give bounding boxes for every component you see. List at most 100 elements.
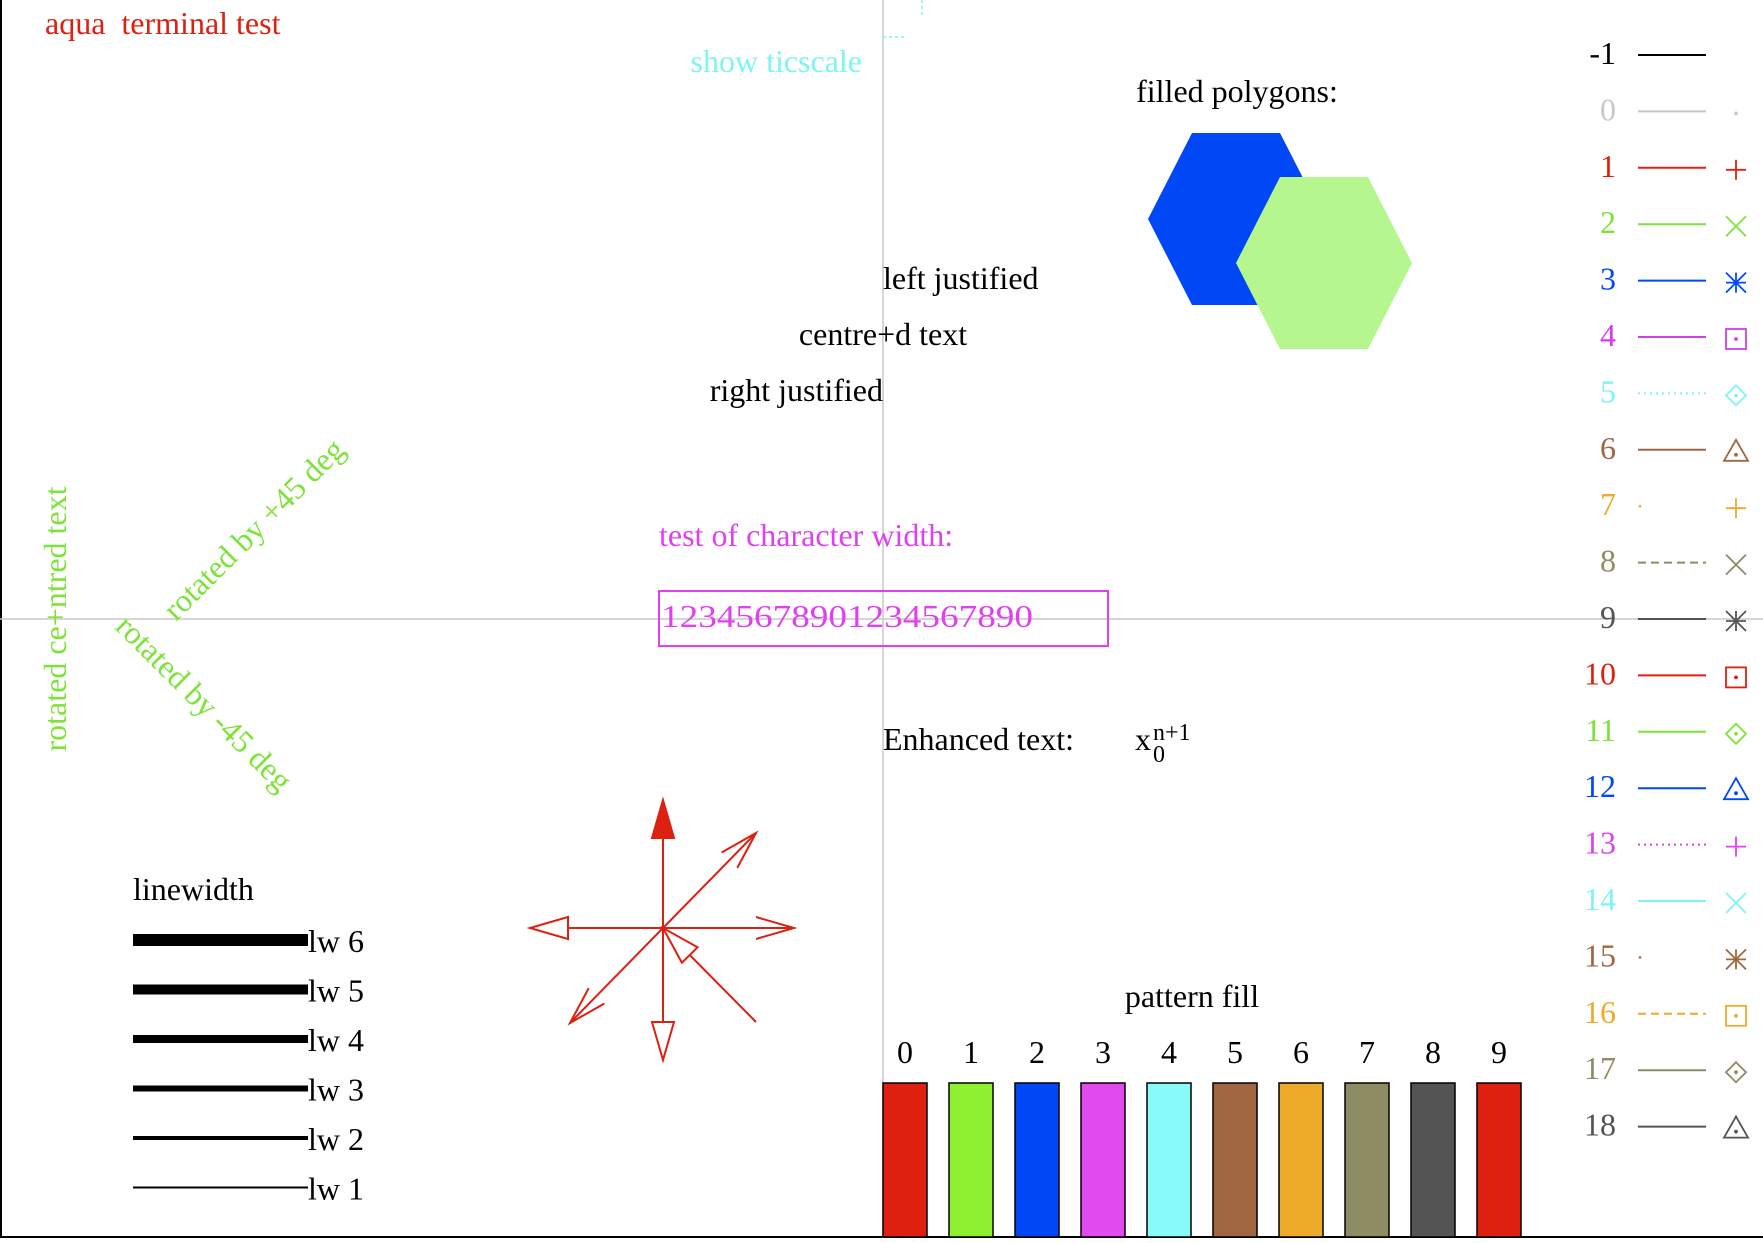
linetype-symbol-star	[1725, 948, 1747, 971]
rotated-plus45-text: rotated by +45 deg	[155, 431, 351, 627]
linewidth-samples: lw 6 lw 5 lw 4 lw 3 lw 2 lw 1	[133, 923, 364, 1207]
linetype-number: 12	[1584, 768, 1616, 804]
linewidth-item-label: lw 5	[308, 973, 364, 1009]
right-justified-text: right justified	[710, 372, 883, 408]
pattern-fill-number: 9	[1491, 1034, 1507, 1070]
linetype-symbol-diamond	[1724, 384, 1748, 407]
linetype-number: 11	[1585, 712, 1616, 748]
linetype-symbol-plus	[1726, 836, 1746, 857]
pattern-fill-label: pattern fill	[1125, 978, 1259, 1014]
pattern-fill-swatch	[1080, 1082, 1126, 1238]
pattern-fill-swatch	[1410, 1082, 1456, 1238]
linetype-symbol-box	[1725, 1004, 1747, 1027]
linetype-symbol-plus	[1726, 159, 1746, 180]
ticscale-marks	[883, 0, 923, 38]
linetype-number: 0	[1600, 91, 1616, 127]
linetype-number: 10	[1584, 655, 1616, 691]
linetype-symbol-cross	[1725, 892, 1747, 914]
linetype-number: 2	[1600, 204, 1616, 240]
arrow-head	[660, 925, 700, 965]
linetype-number: 8	[1600, 543, 1616, 579]
linetype-symbol-box	[1725, 666, 1747, 689]
linetype-symbol-star	[1725, 610, 1747, 632]
pattern-fill-number: 1	[963, 1034, 979, 1070]
pattern-fill-number: 5	[1227, 1034, 1243, 1070]
linewidth-item-label: lw 1	[308, 1171, 364, 1207]
arrow-head	[650, 796, 676, 839]
pattern-fill-swatch	[1014, 1082, 1060, 1238]
linewidth-item-label: lw 2	[308, 1121, 364, 1157]
linetype-symbol-triangle	[1722, 437, 1750, 462]
pattern-fill-swatch	[1344, 1082, 1390, 1238]
arrow-head	[567, 987, 605, 1026]
arrow-head	[755, 916, 798, 940]
linetype-sample	[1638, 956, 1642, 959]
green-hexagon	[1236, 177, 1412, 349]
char-width-box	[658, 590, 1109, 647]
linewidth-label: linewidth	[133, 871, 254, 907]
enhanced-text-superscript: n+1	[1153, 720, 1191, 746]
linetype-number: 14	[1584, 881, 1616, 917]
rotated-vertical-text: rotated ce+ntred text	[37, 486, 73, 751]
arrow-head	[650, 1021, 676, 1064]
linetype-symbol-diamond	[1724, 722, 1748, 746]
enhanced-text-base: x	[1135, 721, 1151, 757]
linetype-number: 5	[1600, 373, 1616, 409]
linetype-number: 6	[1600, 430, 1616, 466]
arrow-shaft	[662, 832, 757, 929]
linetype-symbol-dot	[1734, 111, 1738, 116]
linewidth-item-label: lw 6	[308, 923, 364, 959]
pattern-fill-swatch	[1476, 1082, 1522, 1238]
linetype-symbol-star	[1725, 271, 1747, 294]
linetype-number: 17	[1584, 1050, 1616, 1086]
filled-polygons-label: filled polygons:	[1136, 73, 1338, 109]
pattern-fill-swatch	[882, 1082, 928, 1238]
linetype-symbol-box	[1725, 328, 1747, 350]
pattern-fill-swatch	[1278, 1082, 1324, 1238]
pattern-fill-number: 3	[1095, 1034, 1111, 1070]
rotated-minus45-text: rotated by -45 deg	[109, 607, 300, 798]
pattern-fill-swatches: 0 1 2 3 4 5 6 7 8 9	[882, 1034, 1522, 1238]
linetype-number: 13	[1584, 825, 1616, 861]
linewidth-item-label: lw 4	[308, 1022, 364, 1058]
left-justified-text: left justified	[883, 260, 1039, 296]
linetype-symbol-cross	[1725, 215, 1747, 237]
centred-text: centre+d text	[799, 316, 967, 352]
char-width-sample: 12345678901234567890	[661, 598, 1033, 634]
linetype-number: 18	[1584, 1107, 1616, 1143]
enhanced-text-subscript: 0	[1153, 742, 1165, 768]
arrow-head	[721, 830, 759, 869]
arrow-star	[526, 796, 798, 1064]
linetype-symbol-plus	[1726, 498, 1746, 519]
pattern-fill-number: 2	[1029, 1034, 1045, 1070]
enhanced-text-label: Enhanced text:	[883, 721, 1074, 757]
char-width-label: test of character width:	[659, 517, 953, 553]
pattern-fill-swatch	[1212, 1082, 1258, 1238]
linewidth-item-label: lw 3	[308, 1072, 364, 1108]
linetype-number: 9	[1600, 599, 1616, 635]
pattern-fill-number: 7	[1359, 1034, 1375, 1070]
pattern-fill-swatch	[948, 1082, 994, 1238]
linetype-symbol-cross	[1725, 553, 1747, 576]
arrow-head	[526, 915, 569, 941]
ticscale-label: show ticscale	[691, 43, 863, 79]
linetype-symbol-triangle	[1722, 776, 1750, 801]
linetype-number: 1	[1600, 148, 1616, 184]
pattern-fill-number: 0	[897, 1034, 913, 1070]
pattern-fill-number: 6	[1293, 1034, 1309, 1070]
linetype-number: 4	[1600, 317, 1616, 353]
linetype-number: 7	[1600, 486, 1616, 522]
arrow-shaft	[569, 927, 664, 1024]
pattern-fill-swatch	[1146, 1082, 1192, 1238]
pattern-fill-number: 4	[1161, 1034, 1177, 1070]
linetype-number: 16	[1584, 994, 1616, 1030]
linetype-number: 15	[1584, 937, 1616, 973]
linetype-symbol-triangle	[1722, 1114, 1750, 1139]
page-title: aqua terminal test	[45, 5, 281, 41]
linetype-sample	[1638, 504, 1642, 508]
linetype-symbol-diamond	[1724, 1060, 1748, 1084]
linetype-number: -1	[1589, 35, 1616, 71]
